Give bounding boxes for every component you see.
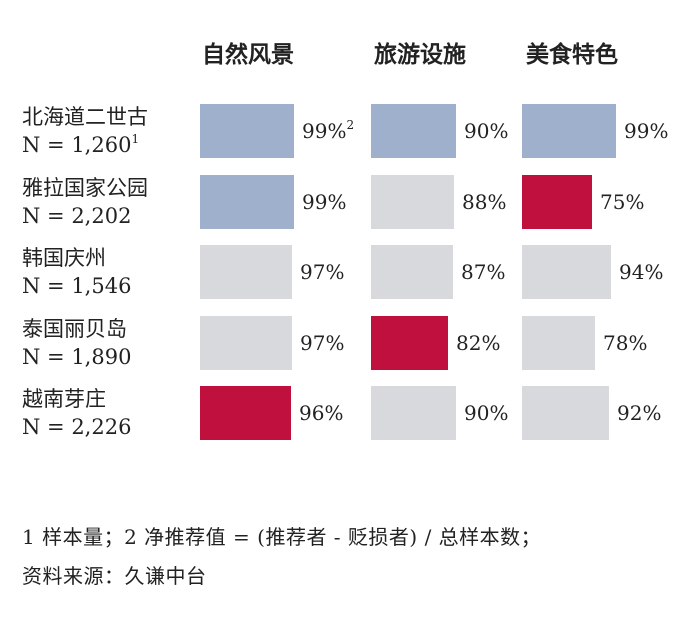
sample-size-value: N = 1,546: [22, 274, 131, 298]
row-sample-size: N = 1,2601: [22, 132, 139, 157]
column-header: 旅游设施: [374, 41, 466, 68]
bar-cell: [522, 104, 616, 158]
row-label: 雅拉国家公园: [22, 176, 148, 200]
value-label: 96%: [299, 401, 343, 425]
bar-cell: [522, 386, 609, 440]
footnote-marker: 2: [346, 118, 354, 132]
row-sample-size: N = 1,890: [22, 345, 131, 369]
value-text: 90%: [464, 119, 508, 143]
value-text: 99%: [302, 119, 346, 143]
bar-cell: [522, 175, 592, 229]
value-text: 99%: [624, 119, 668, 143]
value-label: 78%: [603, 331, 647, 355]
row-sample-size: N = 2,202: [22, 204, 131, 228]
bar-cell: [371, 316, 448, 370]
bar-cell: [200, 175, 294, 229]
value-text: 97%: [300, 260, 344, 284]
value-label: 87%: [461, 260, 505, 284]
value-text: 90%: [464, 401, 508, 425]
row-label: 越南芽庄: [22, 387, 106, 411]
value-text: 88%: [462, 190, 506, 214]
value-label: 99%: [302, 190, 346, 214]
value-text: 78%: [603, 331, 647, 355]
footnote-marker: 1: [131, 132, 139, 146]
bar-cell: [200, 245, 292, 299]
value-text: 75%: [600, 190, 644, 214]
bar-cell: [200, 316, 292, 370]
footnote-line-1: 1 样本量；2 净推荐值 = (推荐者 - 贬损者) / 总样本数；: [22, 525, 542, 549]
value-text: 94%: [619, 260, 663, 284]
value-text: 92%: [617, 401, 661, 425]
value-label: 99%: [624, 119, 668, 143]
sample-size-value: N = 1,260: [22, 133, 131, 157]
value-text: 87%: [461, 260, 505, 284]
value-text: 82%: [456, 331, 500, 355]
row-label: 泰国丽贝岛: [22, 317, 127, 341]
row-label: 韩国庆州: [22, 246, 106, 270]
footnote-source: 资料来源：久谦中台: [22, 564, 207, 588]
sample-size-value: N = 2,202: [22, 204, 131, 228]
bar-cell: [522, 316, 595, 370]
row-label: 北海道二世古: [22, 105, 148, 129]
value-label: 97%: [300, 331, 344, 355]
value-label: 82%: [456, 331, 500, 355]
value-label: 75%: [600, 190, 644, 214]
value-label: 94%: [619, 260, 663, 284]
bar-cell: [371, 386, 456, 440]
value-label: 92%: [617, 401, 661, 425]
value-text: 99%: [302, 190, 346, 214]
value-text: 97%: [300, 331, 344, 355]
sample-size-value: N = 1,890: [22, 345, 131, 369]
bar-cell: [371, 245, 453, 299]
bar-cell: [200, 386, 291, 440]
value-label: 90%: [464, 119, 508, 143]
sample-size-value: N = 2,226: [22, 415, 131, 439]
column-header: 美食特色: [526, 41, 618, 68]
bar-cell: [522, 245, 611, 299]
row-sample-size: N = 2,226: [22, 415, 131, 439]
value-label: 99%2: [302, 118, 354, 143]
row-sample-size: N = 1,546: [22, 274, 131, 298]
bar-cell: [371, 175, 454, 229]
bar-cell: [371, 104, 456, 158]
value-label: 97%: [300, 260, 344, 284]
value-label: 90%: [464, 401, 508, 425]
value-label: 88%: [462, 190, 506, 214]
value-text: 96%: [299, 401, 343, 425]
column-header: 自然风景: [202, 41, 294, 68]
bar-cell: [200, 104, 294, 158]
